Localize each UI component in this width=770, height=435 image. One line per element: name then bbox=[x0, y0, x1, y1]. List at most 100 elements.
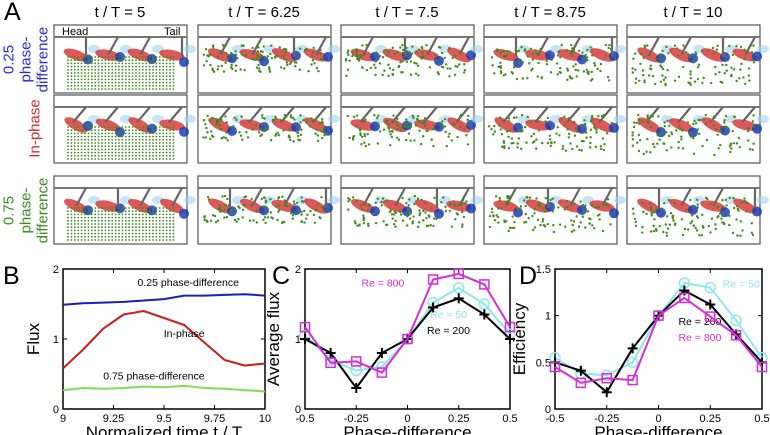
tracer-dot bbox=[97, 219, 100, 222]
tracer-dot bbox=[148, 145, 151, 148]
tracer-dot bbox=[94, 219, 97, 222]
tracer-dot bbox=[84, 138, 86, 141]
tracer-dot bbox=[730, 147, 733, 150]
tracer-dot bbox=[111, 229, 114, 232]
tracer-dot bbox=[606, 75, 610, 79]
tracer-dot bbox=[304, 217, 308, 220]
tracer-dot bbox=[664, 83, 667, 87]
tracer-dot bbox=[131, 56, 134, 58]
tracer-dot bbox=[376, 122, 380, 125]
tracer-dot bbox=[118, 56, 120, 58]
tracer-dot bbox=[73, 88, 76, 90]
tracer-dot bbox=[73, 219, 76, 222]
tracer-dot bbox=[438, 46, 442, 49]
data-point bbox=[601, 387, 612, 398]
tracer-dot bbox=[138, 84, 141, 87]
vorticity-red bbox=[95, 118, 121, 132]
tracer-dot bbox=[114, 232, 117, 235]
tracer-dot bbox=[701, 81, 704, 85]
tracer-dot bbox=[107, 219, 110, 222]
tracer-dot bbox=[70, 78, 73, 81]
tracer-dot bbox=[420, 45, 423, 49]
tracer-dot bbox=[94, 226, 97, 229]
tracer-dot bbox=[118, 68, 120, 71]
tracer-dot bbox=[111, 235, 114, 238]
tracer-dot bbox=[512, 116, 516, 119]
tracer-dot bbox=[433, 217, 436, 220]
tracer-dot bbox=[668, 124, 671, 128]
tracer-dot bbox=[571, 77, 574, 80]
tracer-dot bbox=[124, 59, 127, 62]
tracer-dot bbox=[152, 207, 154, 209]
tracer-dot bbox=[218, 207, 222, 211]
tracer-dot bbox=[633, 217, 637, 221]
tracer-dot bbox=[443, 56, 446, 60]
tracer-dot bbox=[535, 197, 538, 200]
tracer-dot bbox=[141, 239, 144, 241]
tracer-dot bbox=[641, 226, 644, 229]
tracer-dot bbox=[121, 213, 124, 216]
tracer-dot bbox=[131, 158, 134, 160]
tracer-dot bbox=[145, 132, 148, 135]
tracer-dot bbox=[224, 136, 228, 140]
tracer-dot bbox=[658, 138, 661, 141]
tracer-dot bbox=[288, 128, 291, 132]
tracer-dot bbox=[208, 53, 211, 57]
tracer-dot bbox=[429, 224, 432, 227]
tracer-dot bbox=[542, 207, 545, 210]
tracer-dot bbox=[409, 60, 413, 63]
tracer-dot bbox=[131, 210, 134, 213]
tracer-dot bbox=[138, 148, 141, 151]
tracer-dot bbox=[719, 129, 722, 133]
tracer-dot bbox=[502, 139, 506, 143]
tracer-dot bbox=[289, 211, 293, 215]
tracer-dot bbox=[152, 229, 154, 232]
tracer-dot bbox=[690, 214, 694, 217]
tracer-dot bbox=[152, 59, 154, 62]
tracer-dot bbox=[360, 142, 363, 146]
tracer-dot bbox=[84, 65, 86, 68]
tracer-dot bbox=[158, 213, 161, 216]
tracer-dot bbox=[460, 203, 463, 207]
tracer-dot bbox=[305, 121, 309, 124]
tracer-dot bbox=[701, 144, 704, 148]
cilium bbox=[391, 106, 406, 124]
tracer-particles bbox=[202, 113, 326, 143]
tracer-dot bbox=[158, 219, 161, 222]
tracer-dot bbox=[558, 134, 561, 137]
tracer-dot bbox=[94, 213, 97, 216]
tracer-dot bbox=[567, 132, 571, 136]
tracer-dot bbox=[124, 151, 127, 154]
tracer-dot bbox=[165, 223, 168, 225]
tracer-dot bbox=[70, 154, 73, 157]
tracer-dot bbox=[220, 118, 223, 122]
tracer-dot bbox=[285, 48, 288, 51]
tracer-dot bbox=[97, 68, 100, 71]
tracer-dot bbox=[114, 235, 117, 238]
tracer-dot bbox=[689, 135, 693, 138]
tracer-dot bbox=[422, 135, 425, 138]
tracer-dot bbox=[118, 132, 120, 135]
tracer-dot bbox=[124, 213, 127, 216]
tracer-dot bbox=[696, 66, 700, 69]
data-point bbox=[627, 343, 638, 354]
tracer-dot bbox=[589, 217, 592, 221]
tracer-dot bbox=[145, 216, 148, 219]
tracer-dot bbox=[739, 45, 743, 49]
tracer-dot bbox=[148, 219, 151, 222]
tracer-dot bbox=[97, 129, 100, 132]
tracer-dot bbox=[80, 59, 83, 62]
tracer-dot bbox=[723, 119, 726, 122]
tracer-dot bbox=[131, 142, 134, 144]
series-re-800: Re = 800 bbox=[549, 292, 768, 389]
tracer-dot bbox=[155, 84, 158, 87]
tracer-dot bbox=[162, 235, 165, 238]
tracer-dot bbox=[528, 196, 532, 199]
tracer-dot bbox=[707, 224, 711, 228]
x-tick-label: 0.25 bbox=[448, 413, 469, 425]
tracer-dot bbox=[87, 126, 90, 128]
tracer-dot bbox=[90, 148, 93, 151]
tracer-dot bbox=[165, 213, 168, 216]
tracer-dot bbox=[97, 207, 100, 209]
tracer-dot bbox=[225, 215, 229, 219]
